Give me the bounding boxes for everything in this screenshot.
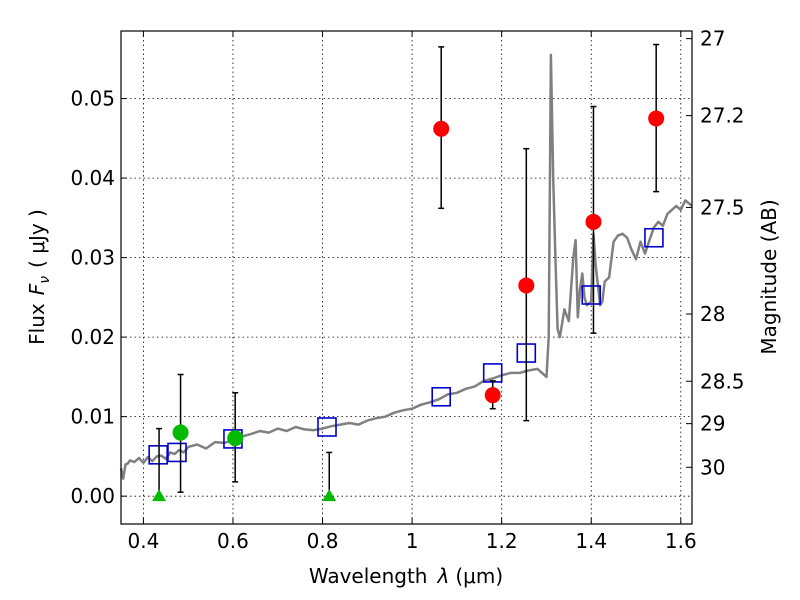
y2-tick-label: 27.2	[700, 104, 745, 128]
upper-limit-triangle	[322, 489, 337, 502]
plot-frame	[120, 30, 693, 525]
x-tick-label: 1.6	[665, 529, 697, 553]
y-tick-label: 0.03	[70, 246, 115, 270]
x-tick-label: 0.4	[127, 529, 159, 553]
y2-tick-label: 27	[700, 27, 725, 51]
red-data-point	[484, 387, 501, 404]
y2-tick-label: 28.5	[700, 369, 745, 393]
y-axis-label: FluxFν( μJy )	[25, 209, 53, 345]
upper-limit-triangle	[152, 489, 167, 502]
x-tick-label: 1.4	[575, 529, 607, 553]
model-square-point	[431, 386, 452, 407]
y2-tick-label: 28	[700, 302, 725, 326]
y-tick-label: 0.01	[70, 405, 115, 429]
series-layer	[119, 43, 693, 502]
y-tick-label: 0.05	[70, 87, 115, 111]
x-tick-label: 1.2	[486, 529, 518, 553]
y2-tick-label: 29	[700, 412, 725, 436]
x-tick-label: 1	[406, 529, 419, 553]
tick-layer: 0.4 0.6 0.8 1 1.2 1.4 1.6 0.00 0.01 0.02 0.03 0.04 0…	[70, 27, 744, 553]
y2-tick-label: 27.5	[700, 195, 745, 219]
red-data-point	[648, 110, 665, 127]
y-tick-label: 0.04	[70, 166, 115, 190]
x-tick-label: 0.8	[307, 529, 339, 553]
model-square-point	[317, 417, 337, 437]
model-square-point	[148, 445, 168, 465]
red-data-point	[518, 277, 535, 294]
model-square-point	[581, 285, 602, 305]
x-tick-label: 0.6	[217, 529, 249, 553]
y-tick-label: 0.02	[70, 325, 115, 349]
y2-axis-label: Magnitude (AB)	[757, 199, 781, 354]
sed-model-line	[119, 53, 693, 480]
y-tick-label: 0.00	[70, 484, 115, 508]
red-data-point	[433, 120, 450, 137]
y2-tick-label: 30	[700, 455, 725, 479]
green-data-point	[227, 430, 244, 447]
red-data-point	[585, 213, 602, 230]
model-square-point	[644, 227, 664, 248]
x-axis-label: Wavelength λ (μm)	[309, 564, 503, 588]
grid-layer	[121, 31, 692, 524]
model-square-point	[167, 442, 187, 463]
green-data-point	[172, 424, 189, 441]
